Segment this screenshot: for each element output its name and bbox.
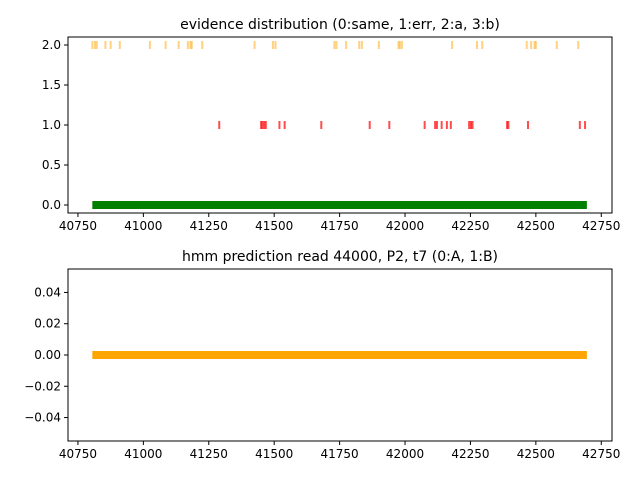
y-tick-label: −0.04 (24, 411, 61, 425)
y-tick-label: −0.02 (24, 379, 61, 393)
data-marks (92, 351, 587, 359)
y-tick-label: 1.5 (42, 78, 61, 92)
chart-title: evidence distribution (0:same, 1:err, 2:… (180, 17, 500, 33)
y-axis-ticks: −0.04 −0.02 0.00 0.02 0.04 (24, 285, 68, 425)
y-tick-label: 0.00 (34, 348, 61, 362)
x-tick-label: 41250 (190, 219, 228, 233)
x-tick-label: 41500 (255, 219, 293, 233)
y-tick-label: 0.04 (34, 285, 61, 299)
y-tick-label: 1.0 (42, 118, 61, 132)
x-tick-label: 42000 (386, 447, 424, 461)
x-tick-label: 42000 (386, 219, 424, 233)
data-marks (91, 41, 587, 209)
x-tick-label: 42250 (451, 447, 489, 461)
y-tick-label: 0.5 (42, 158, 61, 172)
chart-title: hmm prediction read 44000, P2, t7 (0:A, … (182, 249, 498, 265)
x-tick-label: 41750 (321, 447, 359, 461)
x-tick-label: 42500 (517, 447, 555, 461)
x-tick-label: 41000 (124, 447, 162, 461)
x-tick-label: 42750 (582, 219, 620, 233)
x-tick-label: 42750 (582, 447, 620, 461)
x-tick-label: 40750 (59, 219, 97, 233)
chart-1: evidence distribution (0:same, 1:err, 2:… (42, 17, 620, 233)
x-tick-label: 42250 (451, 219, 489, 233)
x-tick-label: 41000 (124, 219, 162, 233)
y-axis-ticks: 0.0 0.5 1.0 1.5 2.0 (42, 38, 68, 212)
series-band-y0 (92, 201, 587, 209)
chart-2: hmm prediction read 44000, P2, t7 (0:A, … (24, 249, 620, 461)
x-tick-label: 41750 (321, 219, 359, 233)
x-tick-label: 41250 (190, 447, 228, 461)
series-band-y0 (92, 351, 587, 359)
x-axis-ticks: 40750 41000 41250 41500 41750 42000 42250 42500… (59, 213, 620, 233)
y-tick-label: 0.0 (42, 198, 61, 212)
x-tick-label: 40750 (59, 447, 97, 461)
x-axis-ticks: 40750 41000 41250 41500 41750 42000 42250 42500… (59, 441, 620, 461)
y-tick-label: 2.0 (42, 38, 61, 52)
x-tick-label: 42500 (517, 219, 555, 233)
x-tick-label: 41500 (255, 447, 293, 461)
y-tick-label: 0.02 (34, 317, 61, 331)
